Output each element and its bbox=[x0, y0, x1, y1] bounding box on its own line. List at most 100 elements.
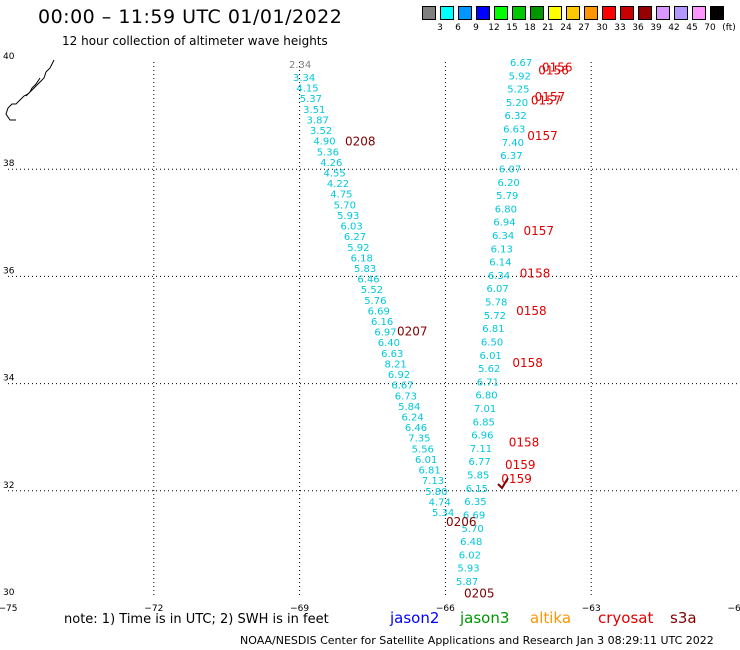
scale-swatch bbox=[692, 6, 706, 20]
scale-swatch bbox=[440, 6, 454, 20]
swh-label: 6.07 bbox=[499, 164, 521, 175]
time-label: 0207 bbox=[397, 325, 428, 339]
swh-label: 3.34 bbox=[293, 73, 315, 84]
swh-label: 5.25 bbox=[507, 85, 529, 96]
swh-label: 4.75 bbox=[330, 190, 352, 201]
scale-swatch bbox=[530, 6, 544, 20]
scale-label: 9 bbox=[473, 23, 479, 33]
time-label: 0157 bbox=[531, 94, 562, 108]
time-label: 0156 bbox=[538, 64, 569, 78]
time-label: 0159 bbox=[505, 458, 536, 472]
swh-label: 6.20 bbox=[498, 178, 520, 189]
time-labels: 0156015601570157015701570158015801580158… bbox=[345, 60, 573, 600]
swh-label: 5.70 bbox=[334, 200, 356, 211]
scale-swatch bbox=[710, 6, 724, 20]
scale-label: 15 bbox=[506, 23, 518, 33]
swh-label: 6.07 bbox=[486, 284, 508, 295]
map-subtitle: 12 hour collection of altimeter wave hei… bbox=[62, 34, 328, 48]
swh-label: 4.55 bbox=[324, 168, 346, 179]
swh-label: 5.87 bbox=[456, 577, 478, 588]
swh-label: 7.40 bbox=[502, 138, 524, 149]
time-label: 0157 bbox=[524, 224, 555, 238]
x-tick-label: −69 bbox=[290, 604, 309, 614]
swh-label: 5.70 bbox=[462, 524, 484, 535]
y-tick-label: 34 bbox=[3, 374, 15, 384]
grid: −75 −72 −69 −66 −63 −60 40 38 36 34 32 30 bbox=[0, 52, 740, 614]
track-marker-icon bbox=[497, 477, 509, 490]
swh-label: 5.37 bbox=[300, 94, 322, 105]
swh-label: 6.18 bbox=[351, 253, 373, 264]
swh-label: 7.01 bbox=[474, 404, 496, 415]
swh-label: 5.20 bbox=[506, 98, 528, 109]
scale-label: 42 bbox=[668, 23, 680, 33]
x-tick-label: −72 bbox=[144, 604, 163, 614]
swh-label: 6.63 bbox=[503, 125, 525, 136]
mission-label: cryosat bbox=[598, 609, 654, 627]
swh-label: 6.73 bbox=[395, 391, 417, 402]
swh-label: 6.85 bbox=[473, 417, 495, 428]
scale-label: 12 bbox=[488, 23, 500, 33]
swh-label: 3.51 bbox=[303, 105, 325, 116]
scale-label: 70 bbox=[704, 23, 716, 33]
swh-label: 6.92 bbox=[388, 370, 410, 381]
swh-label: 6.63 bbox=[381, 349, 403, 360]
scale-swatch bbox=[602, 6, 616, 20]
y-tick-label: 32 bbox=[3, 481, 14, 491]
mission-label: altika bbox=[530, 609, 572, 627]
scale-label: 6 bbox=[455, 23, 461, 33]
swh-label: 6.77 bbox=[468, 457, 490, 468]
swh-label: 6.16 bbox=[371, 317, 393, 328]
scale-swatch bbox=[476, 6, 490, 20]
scale-label: 21 bbox=[542, 23, 554, 33]
note-text: note: 1) Time is in UTC; 2) SWH is in fe… bbox=[64, 612, 329, 627]
swh-label: 6.67 bbox=[391, 381, 413, 392]
swh-label: 6.69 bbox=[463, 510, 485, 521]
swh-label: 6.50 bbox=[481, 337, 503, 348]
swh-label: 5.80 bbox=[425, 487, 447, 498]
scale-label: 30 bbox=[596, 23, 608, 33]
swh-label: 5.34 bbox=[432, 508, 454, 519]
scale-label: 39 bbox=[650, 23, 662, 33]
swh-label: 6.46 bbox=[405, 423, 427, 434]
swh-label: 4.22 bbox=[327, 179, 349, 190]
scale-unit: (ft) bbox=[722, 23, 736, 33]
scale-swatch bbox=[566, 6, 580, 20]
swh-label: 4.26 bbox=[320, 158, 342, 169]
swh-label: 6.71 bbox=[477, 377, 499, 388]
swh-label: 5.93 bbox=[337, 211, 359, 222]
scale-swatch bbox=[584, 6, 598, 20]
mission-label: s3a bbox=[670, 609, 697, 627]
swh-label: 6.96 bbox=[471, 431, 493, 442]
swh-label: 4.15 bbox=[296, 84, 318, 95]
scale-label: 45 bbox=[686, 23, 698, 33]
swh-label: 5.76 bbox=[364, 296, 386, 307]
scale-swatch bbox=[458, 6, 472, 20]
footer-credit: NOAA/NESDIS Center for Satellite Applica… bbox=[240, 634, 714, 647]
x-tick-label: −66 bbox=[436, 604, 455, 614]
swh-label: 4.74 bbox=[429, 497, 451, 508]
time-label: 0156 bbox=[542, 60, 573, 74]
track-b-labels: 6.67 5.92 5.25 5.20 6.32 6.63 7.40 6.37 6.07 6.20… bbox=[456, 58, 532, 588]
scale-label: 33 bbox=[614, 23, 626, 33]
swh-label: 6.34 bbox=[488, 271, 510, 282]
swh-label: 6.37 bbox=[500, 151, 522, 162]
x-tick-label: −75 bbox=[0, 604, 18, 614]
time-label: 0158 bbox=[512, 356, 543, 370]
swh-label: 7.13 bbox=[422, 476, 444, 487]
swh-label: 5.52 bbox=[361, 285, 383, 296]
swh-label: 5.83 bbox=[354, 264, 376, 275]
swh-label: 6.03 bbox=[340, 222, 362, 233]
swh-label: 6.32 bbox=[504, 111, 526, 122]
swh-label: 6.15 bbox=[466, 484, 488, 495]
swh-label: 5.72 bbox=[484, 311, 506, 322]
swh-label: 6.48 bbox=[460, 537, 482, 548]
swh-label: 6.97 bbox=[374, 328, 396, 339]
swh-label: 6.13 bbox=[491, 244, 513, 255]
scale-label: 24 bbox=[560, 23, 572, 33]
scale-swatch bbox=[674, 6, 688, 20]
swh-label: 6.24 bbox=[401, 413, 423, 424]
swh-label: 7.11 bbox=[470, 444, 492, 455]
swh-label: 6.80 bbox=[475, 391, 497, 402]
time-label: 0158 bbox=[520, 267, 551, 281]
